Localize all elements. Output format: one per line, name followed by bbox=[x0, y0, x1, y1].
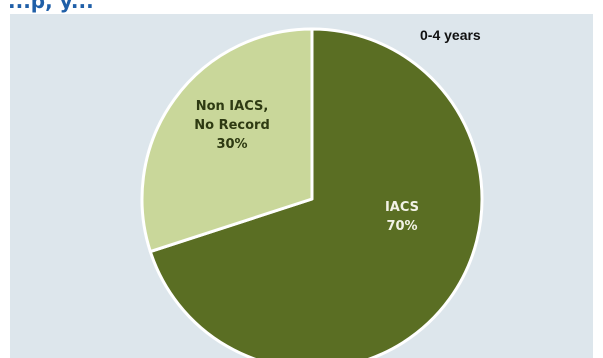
heading-fragment: ...p, y... bbox=[8, 0, 94, 13]
slice-label-line: IACS bbox=[385, 200, 419, 215]
chart-title: 0-4 years bbox=[420, 27, 481, 43]
slice-label-line: No Record bbox=[194, 118, 270, 133]
slice-label-0: IACS 70% bbox=[385, 200, 419, 234]
slices-layer bbox=[140, 27, 484, 358]
pie-slice-1 bbox=[140, 27, 314, 254]
pie-slice-0 bbox=[148, 27, 484, 358]
labels-layer: IACS 70% Non IACS, No Record 30% bbox=[194, 99, 419, 234]
pie-chart: IACS 70% Non IACS, No Record 30% bbox=[140, 27, 484, 358]
top-strip: ...p, y... bbox=[0, 0, 603, 14]
slice-label-line: Non IACS, bbox=[196, 99, 269, 114]
slice-label-line: 70% bbox=[386, 219, 417, 234]
chart-panel: IACS 70% Non IACS, No Record 30% bbox=[10, 14, 593, 358]
slice-label-1: Non IACS, No Record 30% bbox=[194, 99, 270, 152]
slice-label-line: 30% bbox=[216, 137, 247, 152]
